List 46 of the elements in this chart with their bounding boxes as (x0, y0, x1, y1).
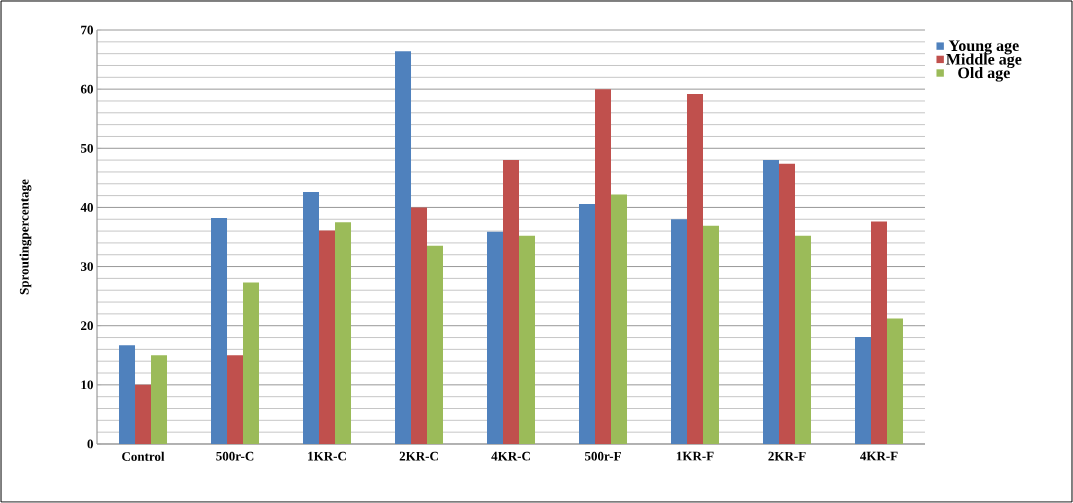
bar (687, 93, 703, 444)
x-tick-label: 500r-F (584, 451, 621, 461)
x-tick-label: 4KR-C (491, 451, 530, 461)
bar (335, 222, 352, 444)
bar (427, 245, 444, 444)
bar (135, 384, 152, 444)
y-tick-label: 60 (80, 84, 93, 94)
bar (871, 221, 887, 444)
y-tick-label: 50 (81, 143, 93, 153)
bar (151, 355, 168, 444)
bar (779, 163, 795, 444)
bar (671, 219, 687, 444)
x-tick-label: 1KR-F (676, 451, 714, 461)
bar (795, 235, 811, 444)
bar (227, 355, 244, 444)
x-tick-label: 2KR-C (399, 451, 438, 461)
bar (243, 282, 260, 444)
y-tick-label: 40 (80, 203, 93, 212)
bar (319, 230, 336, 444)
y-tick-label: 20 (81, 321, 93, 331)
bar (519, 235, 535, 444)
bar (411, 207, 428, 444)
bar (595, 89, 611, 444)
bar (395, 51, 412, 444)
bar (611, 194, 627, 444)
x-tick-label: 2KR-F (768, 451, 806, 461)
x-tick-label: 1KR-C (308, 451, 346, 461)
y-tick-label: 10 (81, 380, 93, 390)
bar (119, 345, 136, 444)
bar (703, 225, 719, 444)
bar (887, 318, 903, 444)
bar (211, 218, 228, 444)
x-tick-label: Control (122, 451, 165, 461)
bar (487, 231, 504, 444)
x-tick-label: 500r-C (216, 451, 254, 461)
bar (303, 192, 320, 444)
bar (763, 160, 779, 444)
y-tick-label: 30 (80, 262, 93, 271)
x-tick-label: 4KR-F (860, 451, 898, 461)
y-tick-label: 70 (81, 25, 93, 35)
legend-label: Young age (948, 40, 1019, 55)
bar (503, 160, 520, 444)
y-tick-label: 0 (87, 439, 93, 449)
bar (579, 203, 595, 444)
bar (855, 336, 871, 444)
y-axis-title: Sproutingpercentage (19, 179, 32, 295)
